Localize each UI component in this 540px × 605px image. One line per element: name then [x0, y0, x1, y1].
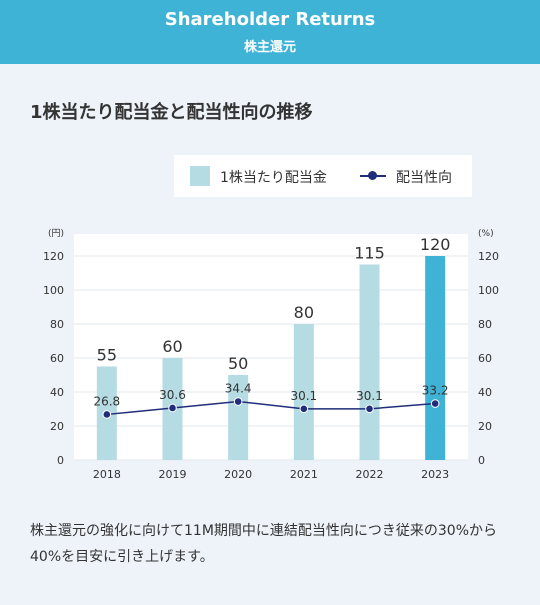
line-value-label: 30.1	[356, 389, 383, 403]
y2-tick-label: 100	[478, 284, 499, 297]
plot-area	[74, 234, 468, 460]
line-point	[430, 399, 440, 408]
bar-value-label: 50	[228, 354, 248, 373]
bar-value-label: 80	[294, 303, 314, 322]
bar-value-label: 115	[354, 244, 385, 263]
y2-tick-label: 20	[478, 420, 492, 433]
header-subtitle: 株主還元	[243, 40, 296, 55]
line-value-label: 26.8	[93, 394, 120, 408]
y-axis-right-unit: (%)	[478, 229, 494, 239]
header-banner: Shareholder Returns 株主還元	[0, 0, 540, 64]
bar-value-labels: 55 60 50 80 115 120	[97, 235, 451, 373]
bar	[228, 375, 249, 460]
y-axis-left: 0 20 40 60 80 100 120	[43, 250, 64, 467]
x-tick-label: 2019	[159, 468, 187, 481]
line-value-label: 34.4	[225, 382, 252, 396]
line-point	[299, 404, 309, 414]
bar	[425, 256, 446, 460]
x-axis: 2018 2019 2020 2021 2022 2023	[93, 468, 449, 481]
legend-line-label: 配当性向	[396, 170, 452, 186]
y-tick-label: 20	[50, 420, 64, 433]
x-tick-label: 2021	[290, 468, 318, 481]
x-tick-label: 2022	[356, 468, 384, 481]
y2-tick-label: 40	[478, 386, 492, 399]
line-point	[233, 397, 243, 406]
legend-bar-swatch	[190, 166, 210, 186]
gridlines	[74, 255, 468, 461]
bar-series	[96, 256, 446, 460]
bar-value-label: 120	[420, 235, 451, 254]
footnote-text: 株主還元の強化に向けて11M期間中に連結配当性向につき従来の30%から40%を目…	[30, 523, 498, 565]
line-point	[168, 403, 177, 413]
header-title: Shareholder Returns	[164, 9, 376, 30]
line-point	[102, 410, 112, 419]
y-axis-left-unit: (円)	[48, 228, 64, 239]
x-tick-label: 2020	[224, 468, 252, 481]
y-axis-right: 0 20 40 60 80 100 120	[478, 250, 499, 467]
y2-tick-label: 0	[478, 454, 485, 467]
legend-line-marker	[368, 171, 377, 180]
y-tick-label: 60	[50, 352, 64, 365]
line-value-label: 30.6	[159, 388, 186, 402]
line-series	[102, 397, 440, 419]
y-tick-label: 40	[50, 386, 64, 399]
dividend-chart: 0 20 40 60 80 100 120 0 20 40 60 80 100 120 2018 2019…	[43, 228, 499, 481]
y2-tick-label: 120	[478, 250, 499, 263]
y-tick-label: 0	[57, 454, 64, 467]
x-tick-label: 2018	[93, 468, 121, 481]
bar	[293, 324, 314, 460]
bar	[359, 264, 380, 460]
line-point	[365, 404, 374, 414]
bar-value-label: 55	[97, 346, 117, 365]
bar-value-label: 60	[162, 337, 182, 356]
y-tick-label: 80	[50, 318, 64, 331]
section-title: 1株当たり配当金と配当性向の推移	[30, 102, 313, 123]
chart-legend: 1株当たり配当金 配当性向	[174, 155, 472, 197]
line-value-label: 33.2	[422, 384, 449, 398]
legend-bar-label: 1株当たり配当金	[220, 170, 327, 186]
line-path	[106, 400, 436, 416]
line-value-label: 30.1	[290, 389, 317, 403]
y-tick-label: 120	[43, 250, 64, 263]
line-value-labels: 26.8 30.6 34.4 30.1 30.1 33.2	[93, 382, 448, 409]
x-tick-label: 2023	[421, 468, 449, 481]
y2-tick-label: 80	[478, 318, 492, 331]
y2-tick-label: 60	[478, 352, 492, 365]
y-tick-label: 100	[43, 284, 64, 297]
